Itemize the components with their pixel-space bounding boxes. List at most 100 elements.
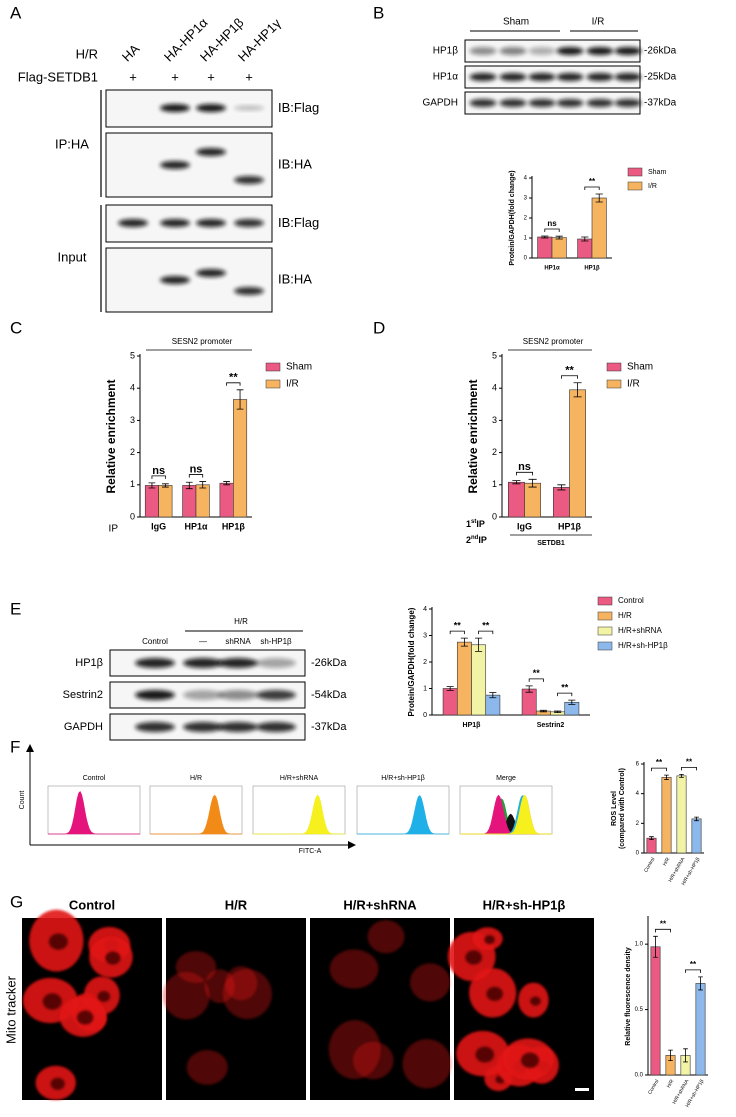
significance-label: ** xyxy=(660,919,667,928)
bar xyxy=(551,237,567,259)
legend-swatch xyxy=(606,379,622,389)
significance-bracket xyxy=(478,630,494,635)
error-bar xyxy=(649,836,654,841)
blot-band xyxy=(469,73,497,81)
legend-label: I/R xyxy=(627,379,640,390)
y-axis-label: Protein/GAPDH(fold change) xyxy=(407,607,416,716)
significance-label: ** xyxy=(686,757,693,766)
blot-band xyxy=(183,658,223,668)
plot-title: H/R+sh-HP1β xyxy=(381,775,425,782)
plot-title: Control xyxy=(83,775,106,782)
y-tick-label: 0.5 xyxy=(635,1007,644,1013)
x-row-label: 1stIP xyxy=(466,519,485,530)
blot-label: IB:Flag xyxy=(278,100,319,115)
blot-label: IB:HA xyxy=(278,156,312,171)
significance-label: ** xyxy=(656,758,663,767)
row-label: H/R xyxy=(76,46,98,61)
legend-swatch xyxy=(597,641,613,651)
legend-label: H/R+shRNA xyxy=(618,626,662,635)
significance-label: ns xyxy=(152,465,165,477)
y-tick-label: 1 xyxy=(524,236,528,242)
blot-band xyxy=(556,73,584,81)
bar xyxy=(182,485,197,518)
label-part: 2 xyxy=(466,535,471,545)
bar xyxy=(569,389,587,518)
blot-band xyxy=(586,73,614,81)
significance-label: ** xyxy=(589,177,596,186)
y-axis-label: Relative enrichment xyxy=(466,379,480,493)
nucleus xyxy=(475,1046,495,1063)
error-bar xyxy=(528,478,537,488)
x-row-label: IP xyxy=(109,524,119,535)
error-bar xyxy=(694,816,699,822)
blot-size: -37kDa xyxy=(311,721,347,733)
y-tick-label: 0 xyxy=(130,511,135,521)
x-tick-label: H/R xyxy=(662,856,672,867)
blot-band xyxy=(528,73,556,81)
blot-size: -26kDa xyxy=(311,657,347,669)
y-tick-label: 1 xyxy=(423,685,427,692)
plus-sign: + xyxy=(207,69,215,84)
blot-band xyxy=(196,269,226,277)
blot-band xyxy=(469,99,497,107)
error-bar xyxy=(568,699,576,705)
error-bar xyxy=(555,235,563,240)
x-tick-label: HP1β xyxy=(463,722,482,729)
panel-letter: F xyxy=(10,737,20,756)
blot-band xyxy=(196,148,226,156)
blot-band xyxy=(528,99,556,107)
plus-sign: + xyxy=(245,69,253,84)
cell xyxy=(162,971,210,1020)
significance-label: ** xyxy=(482,621,490,631)
blot-band xyxy=(586,99,614,107)
x-tick-label: Sestrin2 xyxy=(537,722,565,729)
bar xyxy=(552,487,570,518)
significance-bracket xyxy=(449,630,465,635)
significance-bracket xyxy=(528,678,544,682)
plot-title: H/R xyxy=(190,775,202,782)
bar xyxy=(158,485,173,518)
image-title: H/R+shRNA xyxy=(343,897,417,912)
error-bar xyxy=(525,685,533,693)
blot-band xyxy=(160,276,190,284)
legend-label: Sham xyxy=(627,362,653,373)
blot-band xyxy=(160,104,190,112)
bar xyxy=(471,644,487,716)
significance-label: ** xyxy=(229,372,238,384)
significance-bracket xyxy=(544,228,560,232)
nucleus xyxy=(48,933,68,950)
y-axis-label: (compared with Control) xyxy=(619,768,626,849)
significance-bracket xyxy=(516,471,533,476)
bar xyxy=(695,983,706,1076)
nucleus xyxy=(530,996,541,1006)
bar xyxy=(456,641,472,716)
blot-band xyxy=(528,47,556,55)
significance-label: ns xyxy=(518,461,531,473)
blot-band xyxy=(183,722,223,732)
legend-swatch xyxy=(597,626,613,636)
legend-label: I/R xyxy=(648,183,657,190)
plot-title: H/R+shRNA xyxy=(280,775,319,782)
error-bar xyxy=(539,709,547,713)
y-tick-label: 4 xyxy=(130,383,135,393)
lane-label: — xyxy=(199,637,207,646)
nucleus xyxy=(105,951,121,965)
error-bar xyxy=(679,773,684,778)
error-bar xyxy=(223,481,230,486)
y-tick-label: 4 xyxy=(492,383,497,393)
error-bar xyxy=(541,235,549,239)
group-label: Sham xyxy=(503,17,529,28)
x-tick-label: HP1β xyxy=(584,266,600,272)
error-bar xyxy=(554,710,562,714)
bar xyxy=(650,946,661,1076)
legend-label: H/R xyxy=(618,611,632,620)
significance-label: ** xyxy=(533,668,541,678)
significance-bracket xyxy=(151,475,166,479)
y-tick-label: 0 xyxy=(636,851,640,857)
legend-label: Sham xyxy=(286,362,312,373)
y-axis-label: ROS Level xyxy=(611,791,618,826)
blot-size: -37kDa xyxy=(644,98,677,109)
scale-bar xyxy=(575,1088,589,1091)
y-tick-label: 3 xyxy=(423,632,427,639)
error-bar xyxy=(199,481,207,489)
